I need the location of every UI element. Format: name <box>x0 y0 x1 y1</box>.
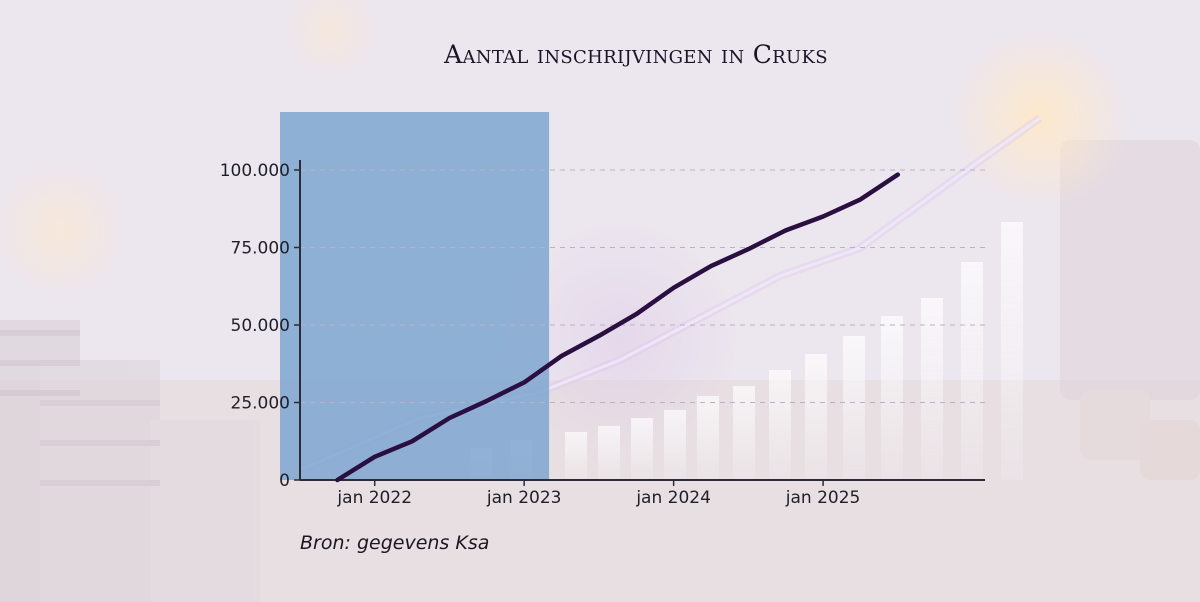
data-point <box>485 399 489 403</box>
data-point <box>858 197 862 201</box>
y-tick-label: 50.000 <box>231 316 290 336</box>
y-axis-ticks: 0 25.000 50.000 75.000 100.000 <box>220 161 300 491</box>
data-point <box>373 455 377 459</box>
x-tick-label: jan 2025 <box>785 488 861 508</box>
data-point <box>335 478 339 482</box>
chart-title: Aantal inschrijvingen in Cruks <box>444 40 828 69</box>
data-point <box>821 215 825 218</box>
background-bars <box>470 222 1023 480</box>
data-point <box>597 334 601 338</box>
data-point <box>560 354 564 358</box>
gridlines <box>300 169 985 403</box>
y-tick-label: 75.000 <box>231 239 290 259</box>
y-tick-label: 0 <box>279 471 290 491</box>
data-point <box>709 264 713 268</box>
data-point <box>896 173 900 177</box>
data-point <box>522 380 526 384</box>
x-tick-label: jan 2023 <box>486 488 562 508</box>
y-tick-label: 25.000 <box>231 394 290 414</box>
data-point <box>410 439 414 443</box>
source-note: Bron: gegevens Ksa <box>300 532 490 554</box>
casino-decoration-right <box>1060 140 1200 480</box>
data-point <box>672 286 676 290</box>
data-point <box>784 228 788 232</box>
series-layer <box>335 172 901 483</box>
data-point <box>746 247 750 251</box>
x-tick-label: jan 2022 <box>336 488 412 508</box>
data-point <box>447 416 451 420</box>
data-point <box>634 312 638 316</box>
x-tick-label: jan 2024 <box>635 488 711 508</box>
highlight-region <box>280 112 550 480</box>
series-line <box>335 172 901 483</box>
x-axis-ticks: jan 2022 jan 2023 jan 2024 jan 2025 <box>336 480 860 508</box>
y-tick-label: 100.000 <box>220 161 290 181</box>
coin-stacks-left <box>0 320 260 602</box>
